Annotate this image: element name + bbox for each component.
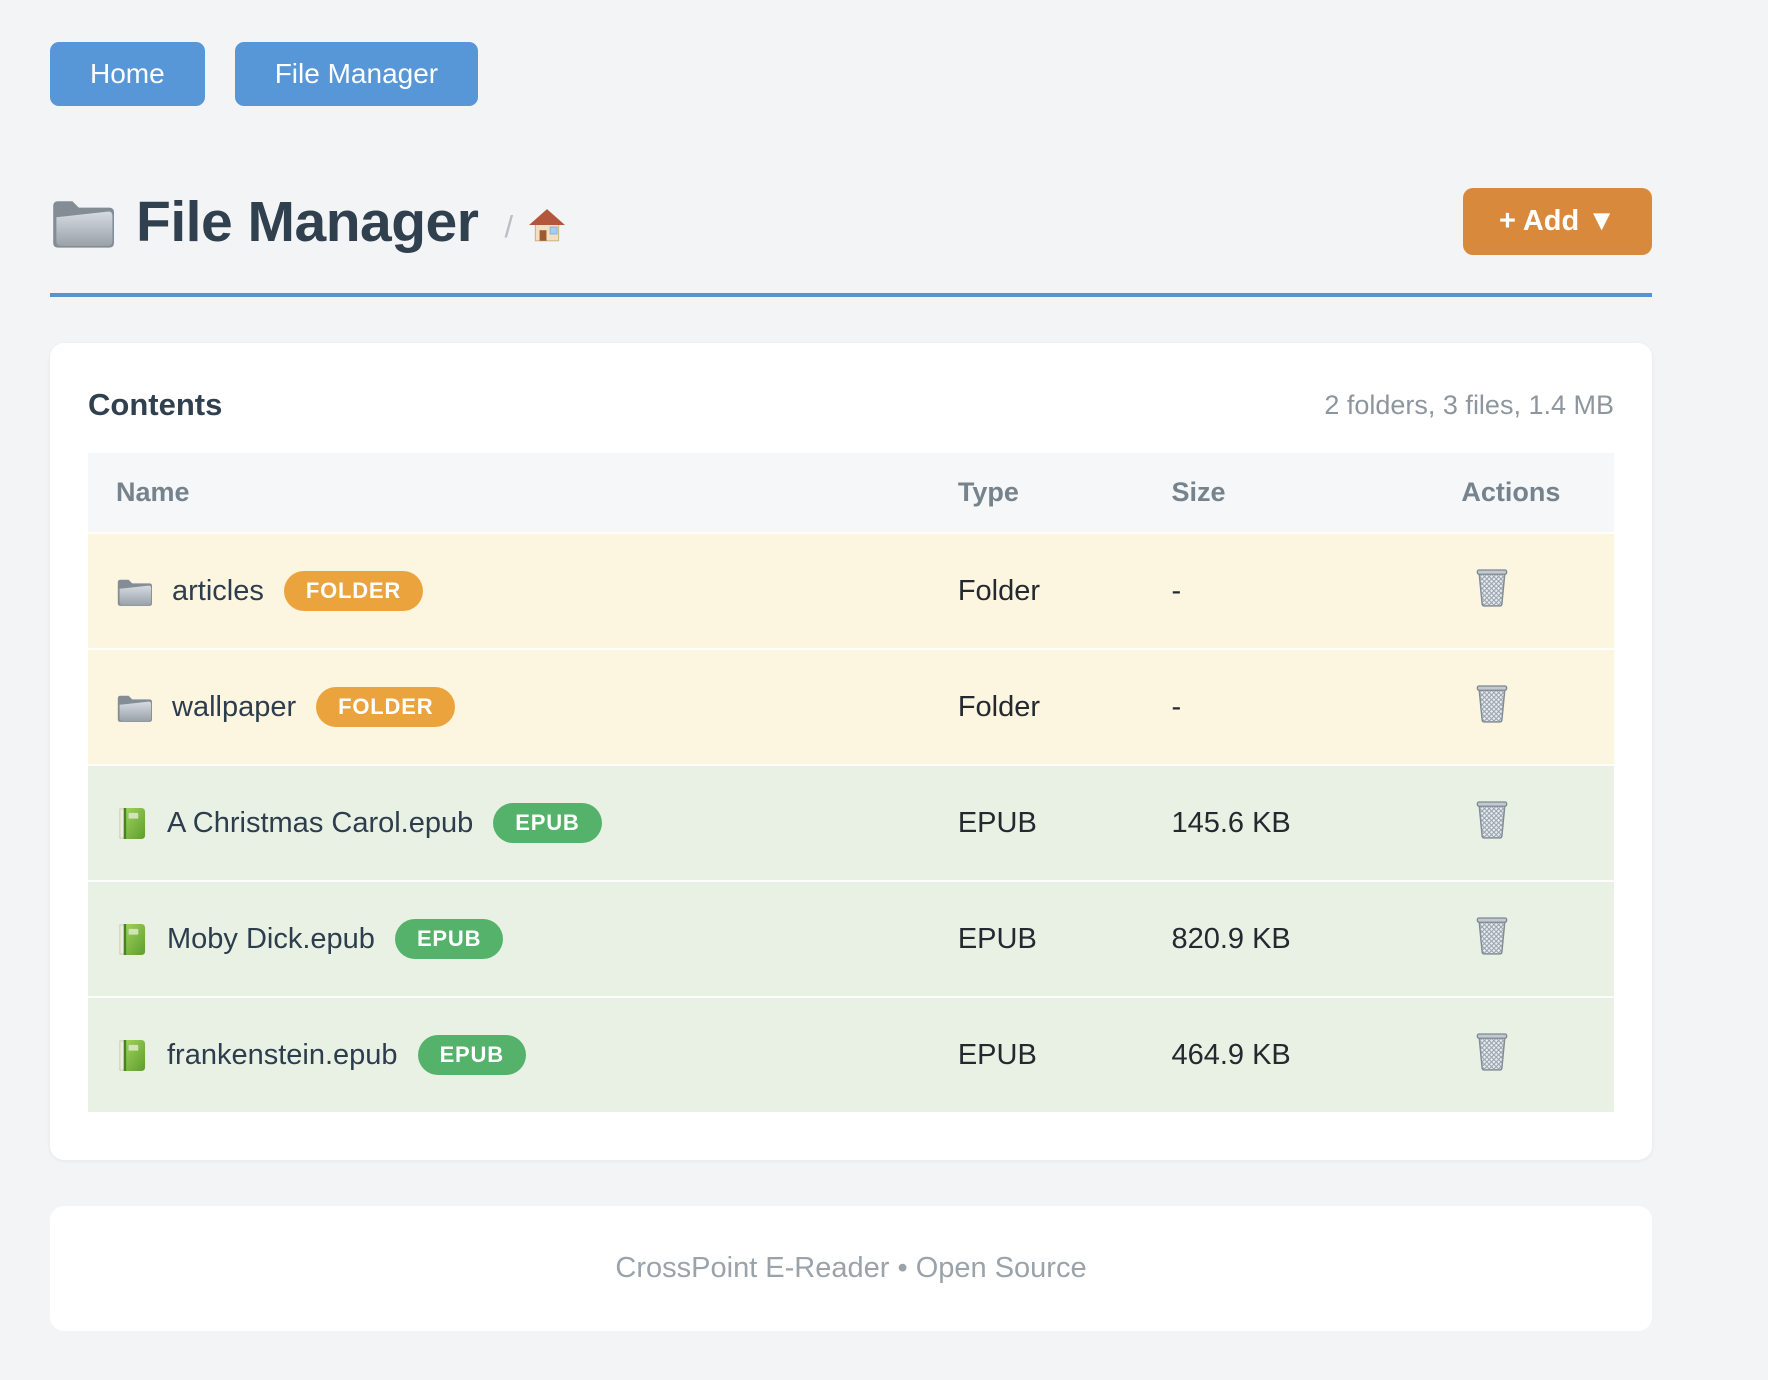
file-name[interactable]: A Christmas Carol.epub: [167, 806, 474, 839]
table-row[interactable]: frankenstein.epub EPUB EPUB 464.9 KB: [88, 997, 1614, 1112]
house-icon[interactable]: [527, 207, 567, 245]
table-row[interactable]: articles FOLDER Folder -: [88, 533, 1614, 649]
file-type: EPUB: [957, 806, 1037, 839]
footer: CrossPoint E-Reader • Open Source: [50, 1206, 1652, 1331]
column-header-actions: Actions: [1461, 453, 1614, 533]
contents-card-header: Contents 2 folders, 3 files, 1.4 MB: [88, 387, 1614, 423]
trash-icon: [1475, 799, 1509, 839]
table-row[interactable]: wallpaper FOLDER Folder -: [88, 649, 1614, 765]
delete-button[interactable]: [1475, 567, 1509, 607]
file-name[interactable]: articles: [172, 574, 264, 607]
footer-text: CrossPoint E-Reader • Open Source: [615, 1252, 1087, 1284]
title-group: File Manager /: [50, 189, 567, 255]
trash-icon: [1475, 567, 1509, 607]
file-manager-button[interactable]: File Manager: [234, 42, 479, 106]
delete-button[interactable]: [1475, 683, 1509, 723]
contents-summary: 2 folders, 3 files, 1.4 MB: [1324, 389, 1614, 420]
top-nav: Home File Manager: [0, 0, 1768, 106]
file-name[interactable]: frankenstein.epub: [167, 1038, 398, 1071]
add-button[interactable]: + Add ▼: [1462, 188, 1652, 255]
epub-book-icon: [116, 1038, 147, 1073]
contents-card: Contents 2 folders, 3 files, 1.4 MB Name…: [50, 343, 1652, 1160]
file-table: Name Type Size Actions articles FOLDER F…: [88, 453, 1614, 1112]
title-divider: [50, 293, 1652, 297]
type-badge: FOLDER: [283, 571, 424, 611]
delete-button[interactable]: [1475, 1031, 1509, 1071]
page-header: File Manager / + Add ▼: [50, 188, 1652, 255]
file-size: 820.9 KB: [1171, 922, 1291, 955]
type-badge: FOLDER: [316, 687, 456, 727]
file-type: EPUB: [957, 1038, 1037, 1071]
column-header-type: Type: [957, 453, 1172, 533]
file-size: -: [1171, 574, 1182, 607]
breadcrumb-separator: /: [504, 208, 514, 244]
type-badge: EPUB: [394, 919, 504, 959]
table-row[interactable]: A Christmas Carol.epub EPUB EPUB 145.6 K…: [88, 765, 1614, 881]
file-table-header: Name Type Size Actions: [88, 453, 1614, 533]
folder-icon: [50, 196, 114, 248]
file-size: 145.6 KB: [1171, 806, 1291, 839]
file-type: Folder: [957, 574, 1041, 607]
file-name[interactable]: Moby Dick.epub: [167, 922, 375, 955]
table-row[interactable]: Moby Dick.epub EPUB EPUB 820.9 KB: [88, 881, 1614, 997]
epub-book-icon: [116, 806, 147, 841]
file-type: Folder: [957, 690, 1041, 723]
column-header-name: Name: [88, 453, 958, 533]
folder-icon: [116, 577, 152, 606]
trash-icon: [1475, 683, 1509, 723]
epub-book-icon: [116, 922, 147, 957]
trash-icon: [1475, 1031, 1509, 1071]
folder-icon: [116, 693, 152, 722]
file-size: 464.9 KB: [1171, 1038, 1291, 1071]
contents-heading: Contents: [88, 387, 223, 422]
delete-button[interactable]: [1475, 915, 1509, 955]
delete-button[interactable]: [1475, 799, 1509, 839]
trash-icon: [1475, 915, 1509, 955]
file-name[interactable]: wallpaper: [172, 690, 297, 723]
column-header-size: Size: [1171, 453, 1462, 533]
type-badge: EPUB: [417, 1035, 526, 1075]
file-size: -: [1171, 690, 1182, 723]
page-title: File Manager: [136, 189, 479, 254]
type-badge: EPUB: [493, 803, 602, 843]
file-type: EPUB: [957, 922, 1037, 955]
home-button[interactable]: Home: [50, 42, 205, 106]
file-table-body: articles FOLDER Folder - wallpaper FOLDE…: [88, 533, 1614, 1112]
